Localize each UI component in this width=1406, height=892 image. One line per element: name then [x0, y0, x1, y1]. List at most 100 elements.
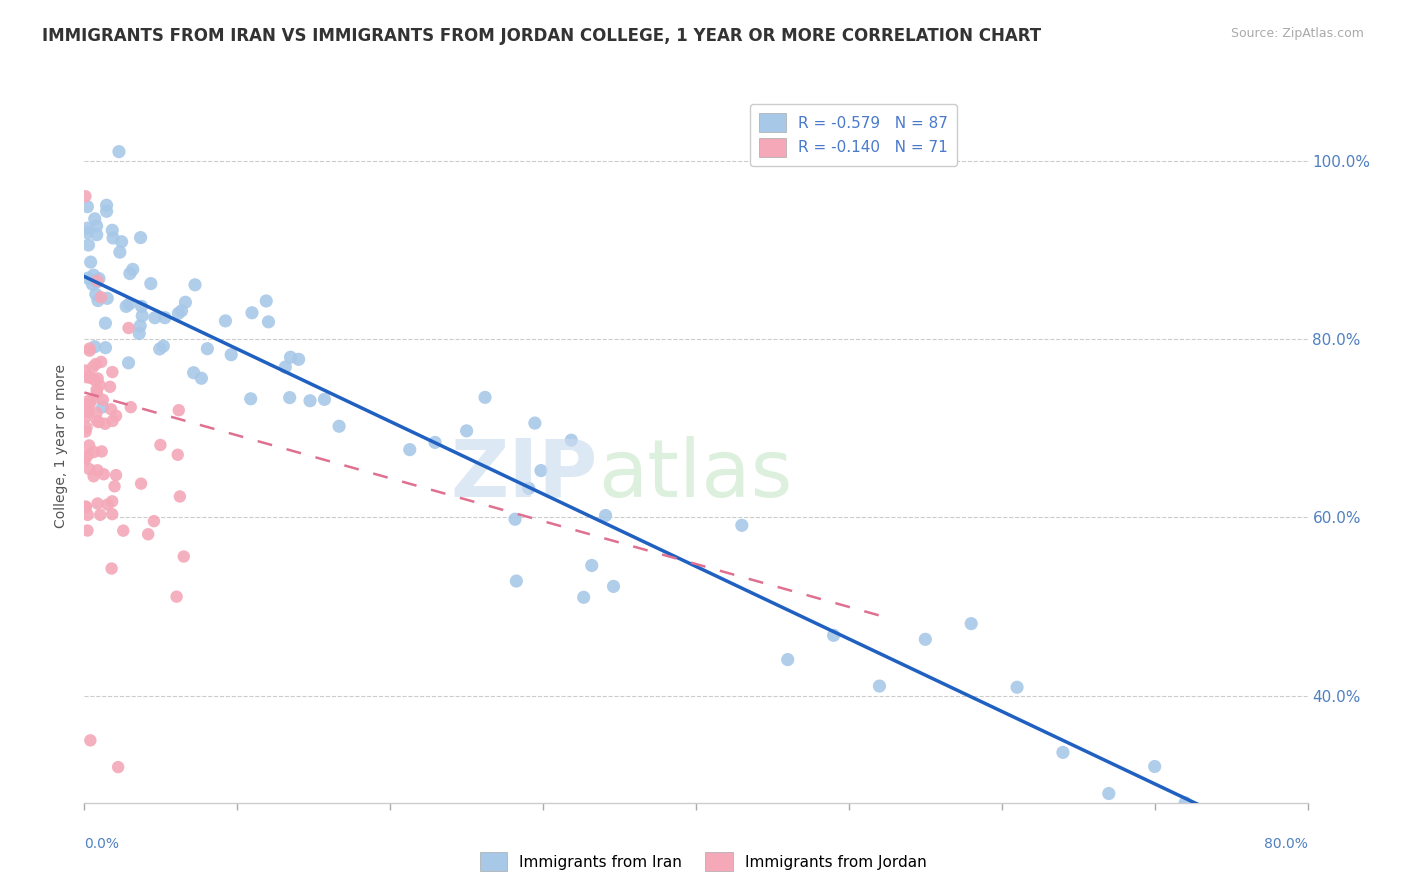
- Point: [83, 391, 105, 405]
- Point: [101, 494, 124, 508]
- Text: ZIP: ZIP: [451, 435, 598, 514]
- Point: [115, 299, 138, 313]
- Point: [560, 433, 582, 447]
- Point: [84, 287, 107, 301]
- Point: [79, 733, 101, 747]
- Point: [101, 365, 124, 379]
- Point: [152, 339, 174, 353]
- Point: [129, 476, 152, 491]
- Point: [131, 309, 153, 323]
- Point: [166, 590, 188, 604]
- Point: [83, 445, 105, 459]
- Point: [153, 310, 176, 325]
- Point: [86, 274, 108, 288]
- Point: [76, 448, 98, 462]
- Point: [129, 318, 152, 333]
- Legend: R = -0.579   N = 87, R = -0.140   N = 71: R = -0.579 N = 87, R = -0.140 N = 71: [749, 104, 957, 166]
- Point: [91, 400, 114, 414]
- Point: [120, 400, 142, 414]
- Point: [287, 352, 309, 367]
- Point: [75, 401, 97, 415]
- Point: [75, 500, 97, 514]
- Point: [76, 398, 98, 412]
- Point: [107, 760, 129, 774]
- Point: [517, 481, 540, 495]
- Point: [118, 297, 141, 311]
- Y-axis label: College, 1 year or more: College, 1 year or more: [55, 364, 69, 528]
- Legend: Immigrants from Iran, Immigrants from Jordan: Immigrants from Iran, Immigrants from Jo…: [474, 847, 932, 877]
- Point: [108, 145, 131, 159]
- Point: [530, 464, 553, 478]
- Point: [523, 416, 546, 430]
- Text: Source: ZipAtlas.com: Source: ZipAtlas.com: [1230, 27, 1364, 40]
- Point: [96, 291, 118, 305]
- Point: [240, 306, 263, 320]
- Point: [100, 561, 122, 575]
- Point: [173, 549, 195, 564]
- Point: [136, 527, 159, 541]
- Point: [398, 442, 420, 457]
- Point: [914, 632, 936, 647]
- Point: [83, 211, 105, 226]
- Point: [280, 350, 302, 364]
- Point: [121, 262, 143, 277]
- Point: [75, 189, 97, 203]
- Point: [87, 415, 110, 429]
- Point: [219, 348, 242, 362]
- Point: [314, 392, 336, 407]
- Point: [89, 508, 111, 522]
- Point: [77, 394, 100, 409]
- Point: [108, 245, 131, 260]
- Point: [239, 392, 262, 406]
- Point: [86, 414, 108, 428]
- Point: [90, 290, 112, 304]
- Point: [96, 198, 118, 212]
- Point: [503, 512, 526, 526]
- Point: [82, 277, 104, 292]
- Point: [87, 293, 110, 308]
- Point: [79, 255, 101, 269]
- Point: [149, 342, 172, 356]
- Point: [170, 303, 193, 318]
- Point: [91, 392, 114, 407]
- Point: [142, 514, 165, 528]
- Point: [423, 435, 446, 450]
- Point: [257, 315, 280, 329]
- Point: [112, 524, 135, 538]
- Point: [1174, 796, 1197, 810]
- Point: [118, 267, 141, 281]
- Point: [101, 414, 124, 428]
- Text: 0.0%: 0.0%: [84, 837, 120, 851]
- Point: [1052, 745, 1074, 759]
- Point: [77, 405, 100, 419]
- Point: [143, 310, 166, 325]
- Point: [75, 425, 97, 439]
- Point: [278, 391, 301, 405]
- Point: [328, 419, 350, 434]
- Point: [79, 396, 101, 410]
- Point: [75, 452, 97, 467]
- Point: [93, 467, 115, 482]
- Point: [274, 359, 297, 374]
- Point: [139, 277, 162, 291]
- Point: [174, 295, 197, 310]
- Point: [83, 340, 105, 354]
- Text: 80.0%: 80.0%: [1264, 837, 1308, 851]
- Point: [776, 652, 799, 666]
- Point: [100, 402, 122, 417]
- Point: [79, 342, 101, 356]
- Point: [456, 424, 478, 438]
- Point: [79, 462, 101, 476]
- Point: [1005, 680, 1028, 694]
- Text: atlas: atlas: [598, 435, 793, 514]
- Point: [190, 371, 212, 385]
- Point: [76, 221, 98, 235]
- Point: [129, 230, 152, 244]
- Point: [90, 444, 112, 458]
- Point: [869, 679, 891, 693]
- Point: [86, 371, 108, 385]
- Point: [84, 357, 107, 371]
- Point: [1143, 759, 1166, 773]
- Point: [105, 409, 128, 423]
- Point: [83, 469, 105, 483]
